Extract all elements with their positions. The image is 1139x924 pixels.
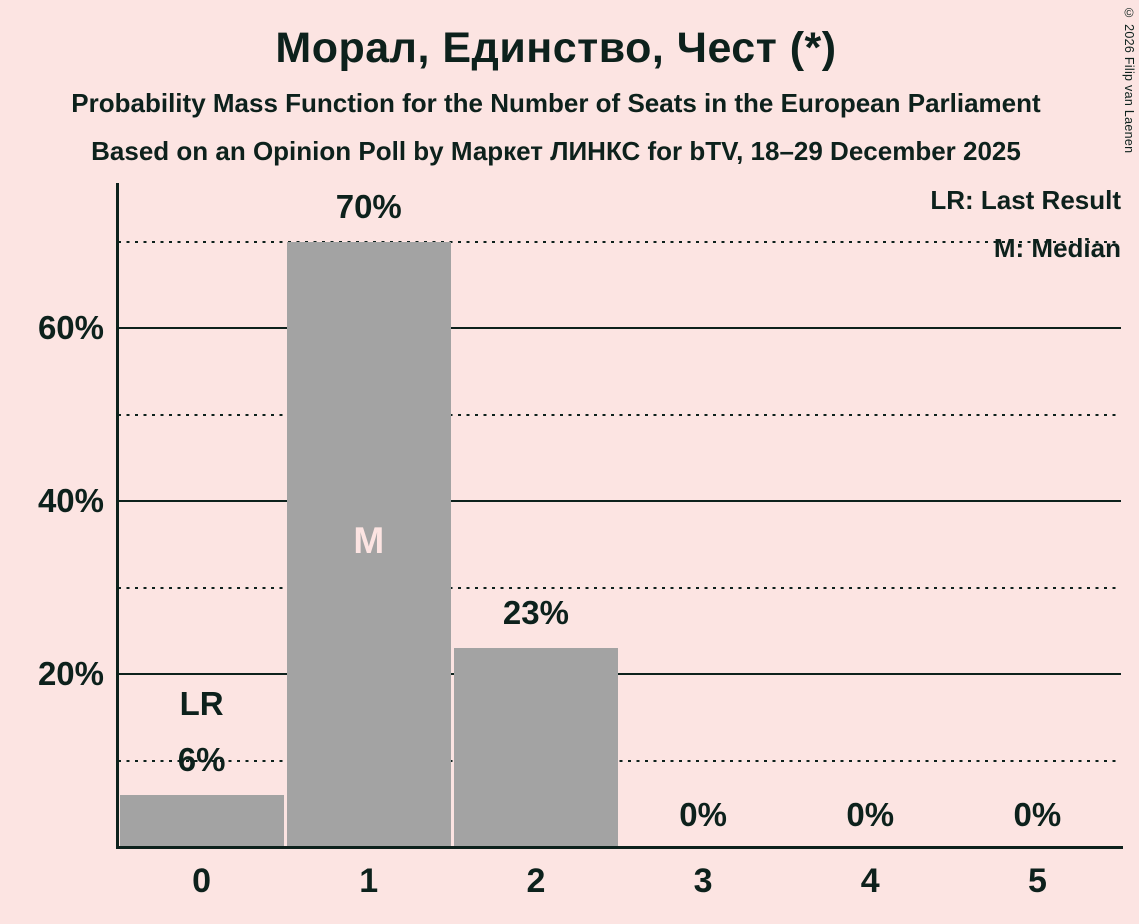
median-marker: M <box>353 520 385 562</box>
legend-last-result: LR: Last Result <box>930 185 1121 215</box>
bar-value-label-2: 23% <box>502 594 569 632</box>
bar-value-label-0: 6% <box>177 741 226 779</box>
chart-title: Морал, Единство, Чест (*) <box>275 24 837 72</box>
x-axis-label-4: 4 <box>860 862 880 900</box>
chart-subtitle: Probability Mass Function for the Number… <box>71 88 1041 118</box>
legend-median: M: Median <box>993 233 1121 263</box>
bar-seats-2 <box>453 648 618 847</box>
x-axis-label-1: 1 <box>359 862 379 900</box>
gridline-solid-20 <box>118 673 1121 675</box>
y-axis-label-60: 60% <box>37 309 104 346</box>
chart-source-line: Based on an Opinion Poll by Маркет ЛИНКС… <box>91 136 1021 166</box>
gridline-solid-60 <box>118 327 1121 329</box>
x-axis-label-0: 0 <box>192 862 212 900</box>
gridline-dotted-30 <box>118 586 1121 589</box>
copyright-notice: © 2026 Filip van Laenen <box>1122 6 1136 154</box>
last-result-marker: LR <box>179 685 224 723</box>
bar-value-label-1: 70% <box>335 187 402 225</box>
bar-seats-1 <box>286 241 451 847</box>
gridline-solid-40 <box>118 500 1121 502</box>
bar-value-label-3: 0% <box>679 796 727 833</box>
bar-value-label-5: 0% <box>1013 796 1062 833</box>
y-axis-label-20: 20% <box>37 655 104 692</box>
gridline-dotted-10 <box>118 759 1121 762</box>
bar-value-label-4: 0% <box>846 796 895 833</box>
x-axis-label-2: 2 <box>526 862 546 900</box>
gridline-dotted-50 <box>118 413 1121 416</box>
y-axis-label-40: 40% <box>37 482 104 519</box>
x-axis-label-3: 3 <box>693 862 713 900</box>
x-axis-label-5: 5 <box>1027 862 1047 900</box>
y-axis-line <box>116 183 119 848</box>
x-axis-line <box>116 846 1123 849</box>
gridline-dotted-70 <box>118 240 1121 243</box>
bar-seats-0 <box>119 795 284 847</box>
